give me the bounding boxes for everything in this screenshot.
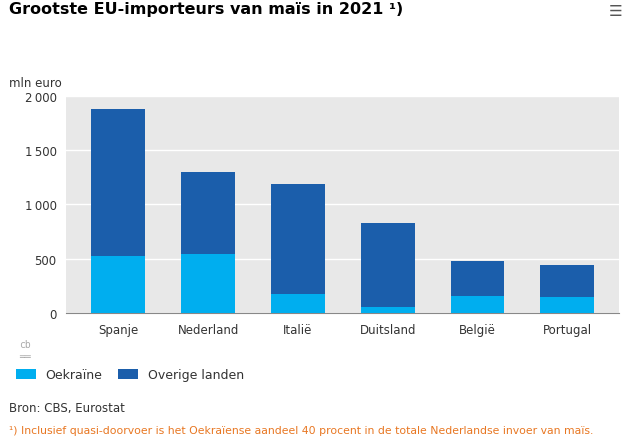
Bar	[92, 257, 145, 313]
Text: mln euro: mln euro	[9, 77, 62, 90]
Text: Grootste EU-importeurs van maïs in 2021 ¹): Grootste EU-importeurs van maïs in 2021 …	[9, 2, 404, 17]
Bar	[92, 110, 145, 257]
Bar	[540, 265, 594, 297]
Bar	[361, 308, 415, 313]
Text: Bron: CBS, Eurostat: Bron: CBS, Eurostat	[9, 401, 125, 414]
Bar	[181, 254, 235, 313]
Bar	[451, 297, 504, 313]
Text: ¹) Inclusief quasi-doorvoer is het Oekraïense aandeel 40 procent in de totale Ne: ¹) Inclusief quasi-doorvoer is het Oekra…	[9, 425, 594, 435]
Bar	[271, 294, 325, 313]
Bar	[181, 172, 235, 254]
Bar	[361, 224, 415, 308]
Text: ☰: ☰	[609, 4, 623, 19]
Bar	[540, 297, 594, 313]
Bar	[271, 185, 325, 294]
Text: cb
══: cb ══	[19, 339, 31, 361]
Bar	[451, 261, 504, 297]
Legend: Oekraïne, Overige landen: Oekraïne, Overige landen	[16, 368, 244, 381]
